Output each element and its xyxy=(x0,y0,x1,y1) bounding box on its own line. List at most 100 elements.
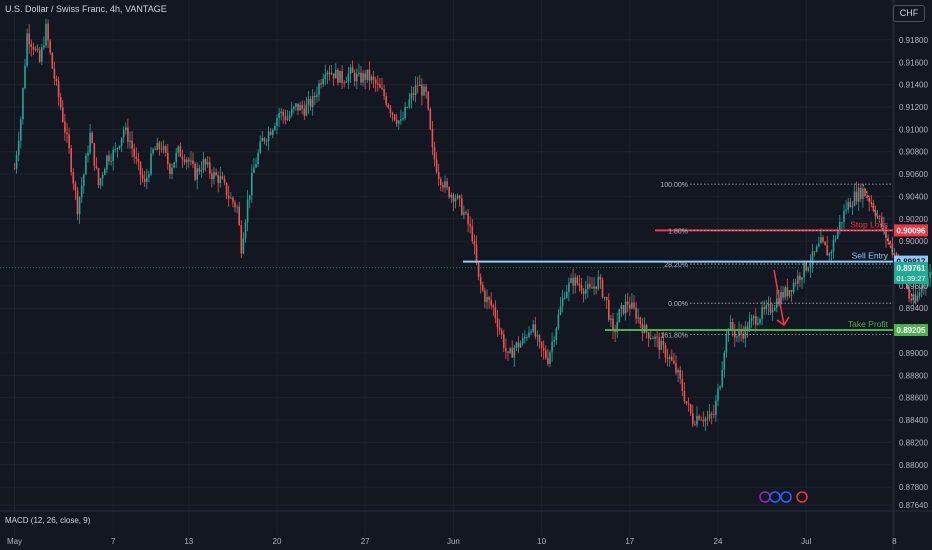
candle-body xyxy=(820,237,822,244)
candle-body xyxy=(660,340,663,350)
candle-body xyxy=(719,386,721,389)
x-tick-label: 7 xyxy=(111,537,116,546)
candle-body xyxy=(639,317,642,325)
candle-body xyxy=(339,70,341,83)
candle-body xyxy=(190,160,192,162)
candle-body xyxy=(456,195,459,199)
candle-body xyxy=(561,298,564,307)
candle-body xyxy=(358,72,360,75)
candle-body xyxy=(95,165,98,169)
candle-body xyxy=(582,290,585,294)
candle-body xyxy=(171,167,173,175)
candle-body xyxy=(731,321,734,331)
candle-body xyxy=(479,276,482,285)
candle-body xyxy=(517,342,520,348)
candle-body xyxy=(828,253,831,256)
candle-body xyxy=(818,243,820,247)
y-tick-label: 0.90200 xyxy=(899,215,928,224)
candle-body xyxy=(463,212,465,215)
candle-body xyxy=(324,74,327,79)
candle-body xyxy=(465,212,467,214)
candle-body xyxy=(101,174,104,179)
candle-body xyxy=(248,195,251,200)
candle-body xyxy=(230,197,232,199)
candle-body xyxy=(509,348,511,353)
candle-body xyxy=(799,275,801,280)
currency-button[interactable]: CHF xyxy=(893,5,925,22)
candle-body xyxy=(536,335,539,337)
candle-body xyxy=(183,159,186,163)
candle-body xyxy=(112,149,114,162)
candle-body xyxy=(578,283,581,286)
candle-body xyxy=(599,276,602,280)
candle-body xyxy=(494,307,497,318)
candle-body xyxy=(692,413,694,425)
candle-body xyxy=(534,324,537,337)
candle-body xyxy=(202,158,205,171)
candle-body xyxy=(555,328,558,340)
candle-body xyxy=(72,172,75,184)
candle-body xyxy=(414,85,417,95)
candle-body xyxy=(736,336,738,338)
candle-body xyxy=(584,288,587,294)
candle-body xyxy=(265,140,268,142)
candle-body xyxy=(752,316,755,319)
candle-body xyxy=(429,108,432,130)
candle-body xyxy=(614,330,616,333)
candle-body xyxy=(30,44,33,47)
candle-body xyxy=(925,285,927,287)
event-icon xyxy=(780,491,792,503)
candle-body xyxy=(633,302,635,308)
candle-body xyxy=(398,120,400,124)
candle-body xyxy=(807,268,810,271)
candle-body xyxy=(173,162,175,168)
candle-body xyxy=(738,331,740,337)
candle-body xyxy=(68,134,70,149)
candle-body xyxy=(276,117,278,127)
y-tick-label: 0.91400 xyxy=(899,81,928,90)
candle-body xyxy=(626,301,629,305)
candle-body xyxy=(410,93,413,100)
candle-body xyxy=(511,348,513,358)
candle-body xyxy=(805,262,807,271)
candle-body xyxy=(744,326,747,339)
candle-body xyxy=(715,400,717,415)
candle-body xyxy=(477,262,480,277)
price-axis: 0.91800 0.91600 0.91400 0.91200 0.91000 0.908… xyxy=(894,36,928,510)
x-tick-label: 24 xyxy=(714,537,723,546)
candle-body xyxy=(784,287,786,298)
candle-body xyxy=(755,316,757,325)
candle-body xyxy=(876,216,879,218)
candle-body xyxy=(549,352,551,364)
candle-body xyxy=(70,148,72,173)
candle-body xyxy=(868,198,870,203)
candle-body xyxy=(595,286,597,289)
candle-body xyxy=(188,159,190,162)
candle-body xyxy=(150,153,152,175)
candle-body xyxy=(364,73,366,80)
candle-body xyxy=(78,197,81,215)
candle-body xyxy=(929,272,931,279)
candle-body xyxy=(704,418,707,422)
candle-body xyxy=(673,360,675,364)
candle-body xyxy=(538,335,541,342)
fib-label: 161.80% xyxy=(660,332,688,339)
candle-body xyxy=(372,76,375,80)
candle-body xyxy=(771,310,774,313)
candle-body xyxy=(131,140,133,149)
candle-body xyxy=(893,253,896,255)
candle-body xyxy=(664,345,667,358)
candle-body xyxy=(28,33,30,45)
candle-body xyxy=(717,388,719,401)
candle-body xyxy=(259,141,261,153)
candle-body xyxy=(767,303,770,306)
candle-body xyxy=(104,169,106,175)
candle-body xyxy=(335,69,337,79)
candle-body xyxy=(196,168,198,180)
candle-body xyxy=(120,137,123,147)
take-profit-price-box xyxy=(894,324,928,337)
candle-body xyxy=(723,352,726,371)
candle-body xyxy=(631,302,633,309)
candle-body xyxy=(215,172,217,176)
